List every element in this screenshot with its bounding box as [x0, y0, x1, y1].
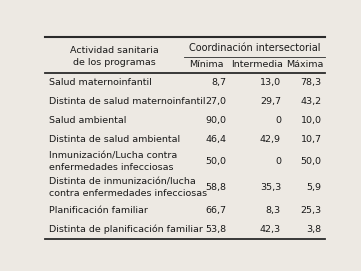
Text: 42,9: 42,9 — [260, 135, 281, 144]
Text: Mínima: Mínima — [190, 60, 224, 69]
Text: Distinta de salud ambiental: Distinta de salud ambiental — [49, 135, 180, 144]
Text: 3,8: 3,8 — [306, 225, 322, 234]
Text: 10,7: 10,7 — [301, 135, 322, 144]
Text: Planificación familiar: Planificación familiar — [49, 206, 148, 215]
Text: Salud ambiental: Salud ambiental — [49, 116, 127, 125]
Text: Actividad sanitaria
de los programas: Actividad sanitaria de los programas — [70, 46, 159, 67]
Text: Distinta de inmunización/lucha
contra enfermedades infecciosas: Distinta de inmunización/lucha contra en… — [49, 178, 208, 198]
Text: Distinta de salud maternoinfantil: Distinta de salud maternoinfantil — [49, 97, 206, 106]
Text: 10,0: 10,0 — [301, 116, 322, 125]
Text: Intermedia: Intermedia — [231, 60, 283, 69]
Text: 8,3: 8,3 — [266, 206, 281, 215]
Text: 58,8: 58,8 — [205, 183, 226, 192]
Text: Inmunización/Lucha contra
enfermedades infecciosas: Inmunización/Lucha contra enfermedades i… — [49, 152, 178, 172]
Text: Máxima: Máxima — [286, 60, 323, 69]
Text: 13,0: 13,0 — [260, 78, 281, 87]
Text: 90,0: 90,0 — [205, 116, 226, 125]
Text: Salud maternoinfantil: Salud maternoinfantil — [49, 78, 152, 87]
Text: Coordinación intersectorial: Coordinación intersectorial — [188, 43, 320, 53]
Text: 50,0: 50,0 — [205, 157, 226, 166]
Text: 29,7: 29,7 — [260, 97, 281, 106]
Text: 43,2: 43,2 — [300, 97, 322, 106]
Text: 46,4: 46,4 — [205, 135, 226, 144]
Text: 35,3: 35,3 — [260, 183, 281, 192]
Text: 5,9: 5,9 — [306, 183, 322, 192]
Text: 0: 0 — [275, 116, 281, 125]
Text: Distinta de planificación familiar: Distinta de planificación familiar — [49, 224, 203, 234]
Text: 53,8: 53,8 — [205, 225, 226, 234]
Text: 50,0: 50,0 — [301, 157, 322, 166]
Text: 42,3: 42,3 — [260, 225, 281, 234]
Text: 66,7: 66,7 — [205, 206, 226, 215]
Text: 25,3: 25,3 — [300, 206, 322, 215]
Text: 78,3: 78,3 — [300, 78, 322, 87]
Text: 0: 0 — [275, 157, 281, 166]
Text: 8,7: 8,7 — [212, 78, 226, 87]
Text: 27,0: 27,0 — [205, 97, 226, 106]
